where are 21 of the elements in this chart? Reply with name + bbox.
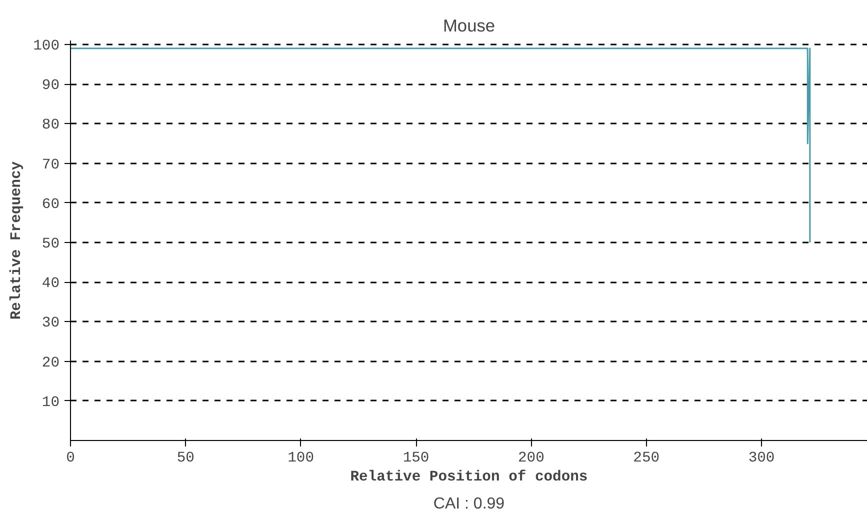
y-tick-label: 10 — [42, 394, 60, 411]
y-tick-label: 20 — [42, 355, 60, 372]
y-tick-label: 70 — [42, 157, 60, 174]
x-tick-label: 100 — [288, 450, 314, 466]
y-tick-label: 50 — [42, 236, 60, 252]
chart-title: Mouse — [442, 16, 496, 36]
y-tick-label: 60 — [42, 196, 60, 213]
y-tick-label: 100 — [33, 38, 60, 54]
x-tick-label: 150 — [402, 450, 430, 466]
y-tick-label: 90 — [42, 78, 60, 94]
y-axis-title: Relative Frequency — [9, 161, 26, 320]
x-tick-label: 0 — [66, 450, 75, 466]
x-tick-label: 250 — [633, 450, 660, 466]
text: CAI : 0.99 — [433, 496, 505, 512]
x-tick-label: 200 — [518, 450, 544, 466]
x-tick-label: 50 — [176, 450, 194, 466]
x-axis-title: Relative Position of codons — [350, 470, 588, 486]
x-tick-label: 300 — [748, 450, 775, 466]
y-tick-label: 80 — [42, 118, 60, 134]
y-tick-label: 40 — [42, 276, 60, 292]
y-tick-label: 30 — [42, 316, 60, 332]
